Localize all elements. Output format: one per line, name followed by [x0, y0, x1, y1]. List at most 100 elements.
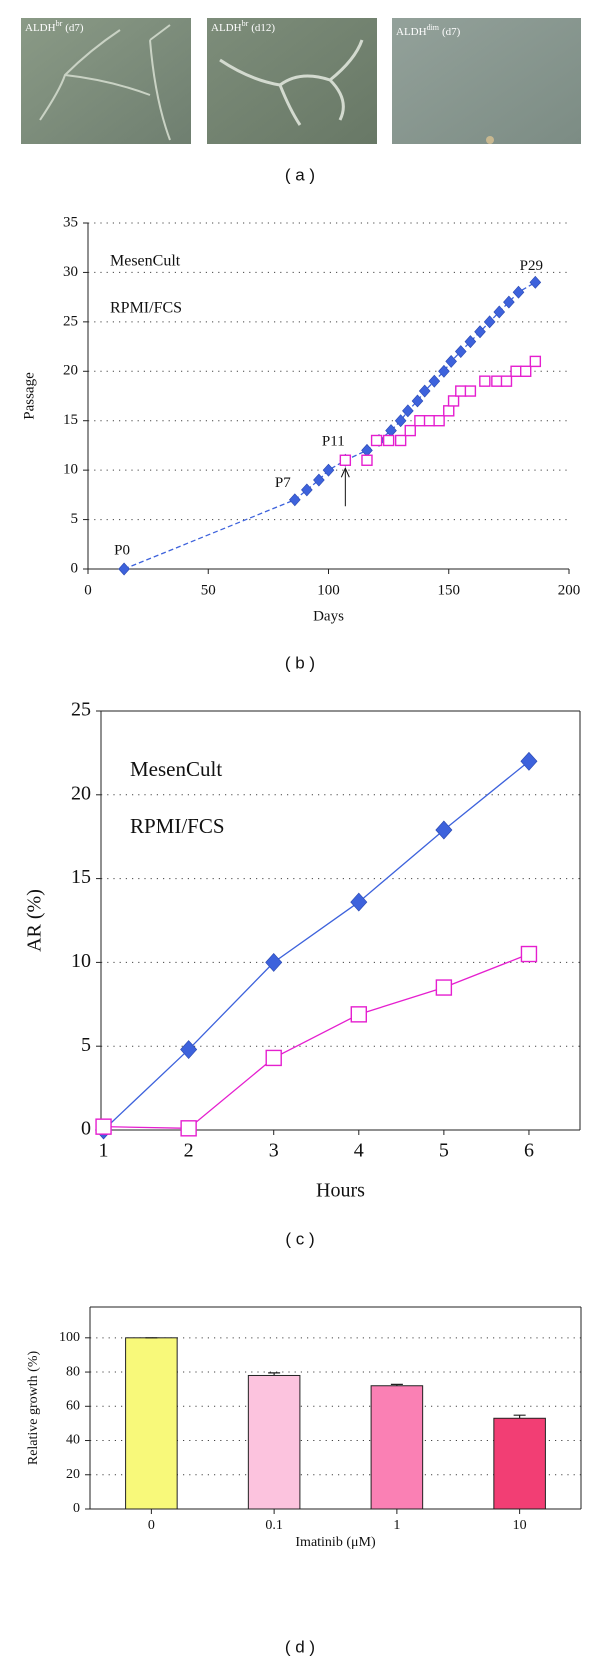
- marker: [265, 1049, 282, 1067]
- bar: [125, 1337, 178, 1510]
- label-sup: br: [56, 19, 63, 28]
- marker: [370, 434, 383, 447]
- x-axis-label: Imatinib (μM): [295, 1535, 376, 1550]
- marker: [301, 483, 313, 497]
- y-tick-label: 10: [63, 462, 78, 478]
- label-rest: (d7): [65, 22, 84, 34]
- x-tick-label: 1: [99, 1140, 109, 1162]
- marker: [474, 325, 486, 339]
- x-tick-label: 0.1: [265, 1518, 283, 1533]
- marker: [382, 434, 395, 447]
- x-tick-label: 1: [393, 1518, 400, 1533]
- marker: [265, 952, 283, 972]
- photos: [21, 18, 581, 144]
- marker: [414, 415, 426, 427]
- x-tick-label: 0: [148, 1518, 155, 1533]
- y-tick-label: 20: [63, 363, 78, 379]
- label-base: ALDH: [211, 22, 242, 34]
- photo: [207, 18, 377, 144]
- bar: [247, 1374, 301, 1510]
- marker: [438, 364, 450, 378]
- legend-entry: MesenCult: [110, 253, 181, 270]
- series-line: [103, 760, 530, 1131]
- marker: [512, 285, 525, 299]
- caption: ( a ): [285, 165, 315, 184]
- x-tick-label: 5: [439, 1140, 449, 1162]
- marker: [447, 395, 460, 407]
- y-tick-label: 25: [63, 313, 78, 329]
- y-tick-label: 35: [63, 214, 78, 230]
- marker: [464, 385, 477, 397]
- photo-label: ALDHbr (d7): [25, 19, 84, 34]
- marker: [503, 295, 515, 309]
- x-tick-label: 150: [438, 582, 461, 598]
- photo-detail: [486, 136, 494, 144]
- label-base: ALDH: [396, 26, 427, 38]
- photo: [392, 18, 581, 144]
- marker: [402, 404, 414, 418]
- y-tick-label: 10: [71, 950, 91, 972]
- y-tick-label: 20: [66, 1467, 80, 1482]
- label-base: ALDH: [25, 22, 56, 34]
- label-rest: (d7): [442, 26, 461, 38]
- marker: [529, 275, 542, 289]
- error-bar: [390, 1383, 403, 1386]
- marker: [443, 405, 455, 417]
- photo-detail: [39, 24, 171, 141]
- marker: [479, 375, 491, 387]
- marker: [510, 365, 522, 377]
- x-tick-label: 0: [84, 582, 92, 598]
- y-axis-label: Passage: [21, 372, 37, 420]
- x-tick-label: 3: [269, 1140, 279, 1162]
- marker: [491, 375, 503, 387]
- bar: [370, 1385, 424, 1510]
- x-tick-label: 10: [513, 1518, 527, 1533]
- marker: [423, 415, 436, 427]
- x-tick-label: 100: [317, 582, 340, 598]
- y-tick-label: 60: [66, 1399, 80, 1414]
- marker: [180, 1040, 198, 1059]
- marker: [454, 345, 467, 358]
- marker: [322, 463, 335, 477]
- x-tick-label: 50: [201, 582, 216, 598]
- caption: ( d ): [285, 1637, 315, 1656]
- marker: [361, 454, 373, 466]
- marker: [464, 335, 477, 349]
- marker: [483, 315, 496, 329]
- y-tick-label: 0: [71, 560, 79, 576]
- annotation: P11: [322, 434, 345, 450]
- marker: [95, 1118, 112, 1135]
- marker: [493, 305, 506, 319]
- legend-entry: RPMI/FCS: [130, 814, 225, 838]
- marker: [445, 354, 457, 368]
- x-tick-label: 200: [558, 582, 581, 598]
- marker: [500, 375, 513, 387]
- marker: [289, 493, 301, 507]
- error-bar: [513, 1414, 526, 1419]
- bar: [493, 1417, 546, 1510]
- marker: [520, 751, 538, 771]
- y-tick-label: 25: [71, 699, 91, 721]
- photo-label: ALDHdim (d7): [396, 23, 461, 38]
- y-tick-label: 100: [59, 1330, 80, 1345]
- x-tick-label: 6: [524, 1140, 534, 1162]
- series-line: [103, 953, 530, 1129]
- y-tick-label: 15: [63, 412, 78, 428]
- y-tick-label: 40: [66, 1433, 80, 1448]
- marker: [435, 820, 453, 840]
- x-axis-label: Hours: [316, 1180, 365, 1202]
- y-tick-label: 80: [66, 1364, 80, 1379]
- error-bar: [268, 1372, 281, 1376]
- y-tick-label: 0: [73, 1501, 80, 1516]
- marker: [435, 979, 453, 996]
- marker: [520, 365, 532, 377]
- marker: [455, 385, 467, 397]
- marker: [313, 473, 325, 487]
- marker: [180, 1120, 197, 1137]
- y-tick-label: 0: [81, 1118, 91, 1140]
- legend-entry: MesenCult: [130, 757, 222, 781]
- marker: [529, 355, 542, 368]
- y-tick-label: 20: [71, 782, 91, 804]
- annotation: P7: [275, 475, 291, 491]
